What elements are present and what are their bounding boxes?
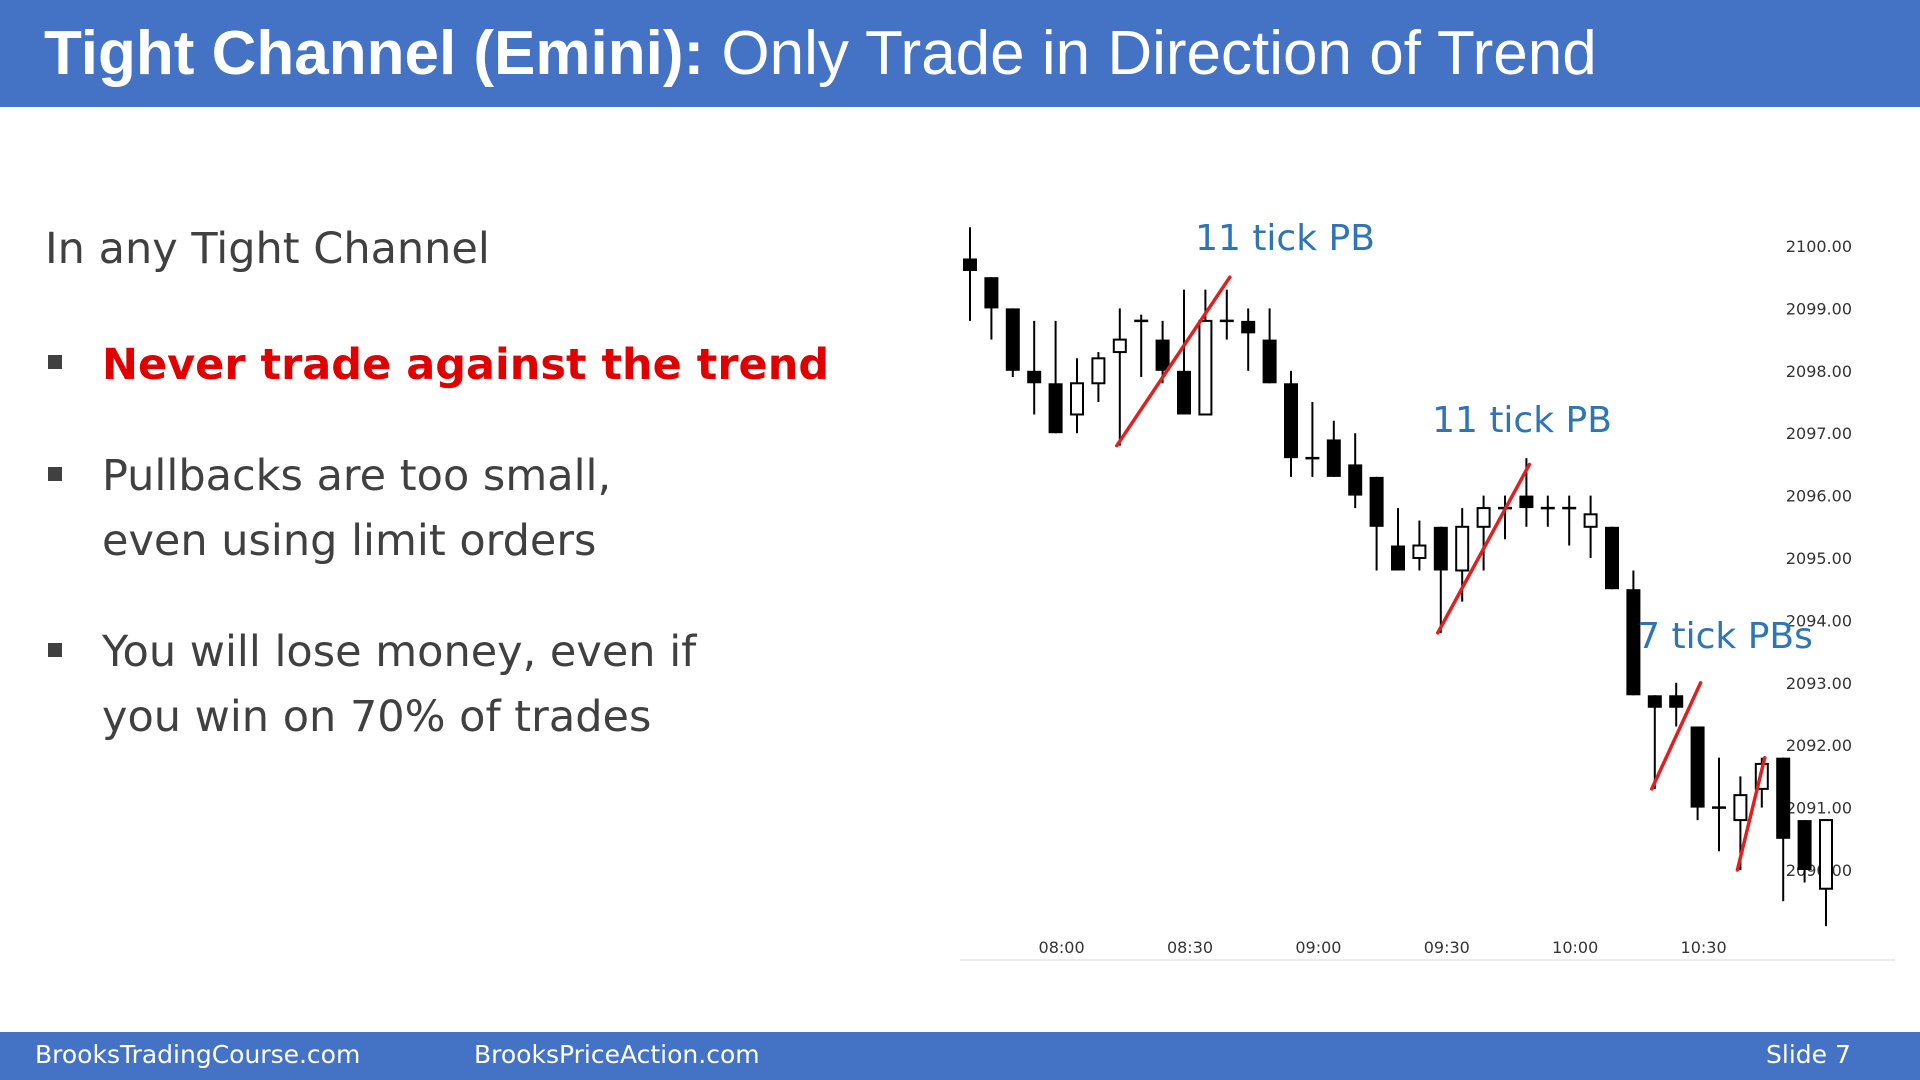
candle-body-bear bbox=[1776, 757, 1791, 839]
bullet-3-line-1: You will lose money, even if bbox=[102, 627, 697, 677]
y-tick-label: 2095.00 bbox=[1786, 549, 1852, 568]
x-tick-label: 08:00 bbox=[1039, 938, 1085, 957]
candle-body-bear bbox=[1647, 695, 1662, 708]
candle-body-bull bbox=[1733, 794, 1748, 822]
footer-bar bbox=[0, 1032, 1920, 1080]
x-tick-label: 10:30 bbox=[1681, 938, 1727, 957]
candle-body-bear bbox=[1048, 383, 1063, 434]
y-tick-label: 2100.00 bbox=[1786, 237, 1852, 256]
annotation-label: 11 tick PB bbox=[1195, 218, 1375, 259]
slide-title-rest: Only Trade in Direction of Trend bbox=[721, 19, 1597, 88]
bullet-marker-1 bbox=[48, 355, 62, 369]
candle-body-bear bbox=[1690, 726, 1705, 808]
candle-body-bear bbox=[1348, 464, 1363, 496]
y-tick-label: 2092.00 bbox=[1786, 736, 1852, 755]
y-tick-label: 2091.00 bbox=[1786, 799, 1852, 818]
candle-body-bull bbox=[1412, 544, 1427, 560]
candle-body-bear bbox=[1262, 339, 1277, 384]
x-tick-label: 08:30 bbox=[1167, 938, 1213, 957]
pullback-line bbox=[1436, 462, 1532, 635]
candle-body-bear bbox=[1177, 370, 1191, 415]
bullet-marker-3 bbox=[48, 643, 62, 657]
y-tick-label: 2094.00 bbox=[1786, 611, 1852, 630]
candle-body-bear bbox=[1519, 495, 1534, 509]
price-chart: 2100.00 2099.00 2098.00 2097.00 2096.00 2095.… bbox=[960, 218, 1895, 961]
bullet-2-line-2: even using limit orders bbox=[102, 516, 597, 566]
y-tick-label: 2090.00 bbox=[1786, 861, 1852, 880]
candle-body-bear bbox=[1369, 476, 1384, 527]
bullet-1-line-1: Never trade against the trend bbox=[102, 340, 830, 390]
candle-body-bear bbox=[984, 277, 999, 309]
candle-body-bull bbox=[1112, 338, 1127, 354]
candle-body-bear bbox=[1241, 320, 1256, 334]
candle-body-bear bbox=[1155, 339, 1170, 371]
footer-left-link: BrooksTradingCourse.com bbox=[35, 1040, 361, 1069]
candle-body-bull bbox=[1091, 357, 1106, 385]
title-bar bbox=[0, 0, 1920, 107]
candle-body-bull bbox=[1819, 819, 1833, 890]
bullet-3-line-2: you win on 70% of trades bbox=[102, 692, 652, 742]
candle-body-bear bbox=[963, 258, 977, 271]
candle-body-bear bbox=[1284, 383, 1298, 459]
candle-body-bear bbox=[1669, 695, 1684, 708]
bullet-marker-2 bbox=[48, 467, 62, 481]
y-tick-label: 2099.00 bbox=[1786, 299, 1852, 318]
annotation-label: 7 tick PBs bbox=[1637, 616, 1813, 657]
y-tick-label: 2097.00 bbox=[1786, 424, 1852, 443]
candle-body-bull bbox=[1476, 507, 1491, 528]
candle-body-bear bbox=[1391, 545, 1405, 571]
slide-title-bold: Tight Channel (Emini): bbox=[44, 19, 705, 88]
candle-body-bull bbox=[1583, 513, 1598, 528]
candle-body-bear bbox=[1797, 820, 1812, 870]
candle-body-bear bbox=[1326, 439, 1341, 477]
candle-body-bear bbox=[1027, 370, 1042, 384]
intro-text: In any Tight Channel bbox=[45, 224, 490, 274]
candle-body-bull bbox=[1198, 319, 1213, 416]
candle-body-bear bbox=[1433, 526, 1448, 571]
pullback-line bbox=[1115, 275, 1232, 448]
bullet-2-line-1: Pullbacks are too small, bbox=[102, 451, 612, 501]
candle-body-bear bbox=[1005, 308, 1020, 371]
candle-body-bull bbox=[1070, 382, 1084, 416]
y-tick-label: 2096.00 bbox=[1786, 487, 1852, 506]
x-tick-label: 09:00 bbox=[1295, 938, 1341, 957]
annotation-label: 11 tick PB bbox=[1432, 400, 1612, 441]
y-tick-label: 2098.00 bbox=[1786, 362, 1852, 381]
candle-body-bear bbox=[1605, 526, 1619, 590]
x-tick-label: 10:00 bbox=[1552, 938, 1598, 957]
slide-number: Slide 7 bbox=[1766, 1040, 1851, 1069]
candle-body-bull bbox=[1455, 525, 1470, 572]
candle-body-bear bbox=[1626, 589, 1641, 696]
y-tick-label: 2093.00 bbox=[1786, 674, 1852, 693]
pullback-line bbox=[1650, 681, 1703, 791]
footer-center-link: BrooksPriceAction.com bbox=[474, 1040, 760, 1069]
slide-title: Tight Channel (Emini): Only Trade in Dir… bbox=[44, 18, 1597, 90]
x-tick-label: 09:30 bbox=[1424, 938, 1470, 957]
pullback-line bbox=[1735, 755, 1767, 872]
